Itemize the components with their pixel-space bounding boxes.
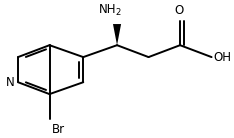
Text: O: O: [174, 4, 183, 17]
Text: OH: OH: [214, 51, 232, 64]
Text: N: N: [6, 76, 15, 89]
Text: NH: NH: [99, 3, 116, 16]
Text: 2: 2: [116, 8, 121, 17]
Text: Br: Br: [52, 123, 65, 136]
Polygon shape: [113, 24, 121, 45]
